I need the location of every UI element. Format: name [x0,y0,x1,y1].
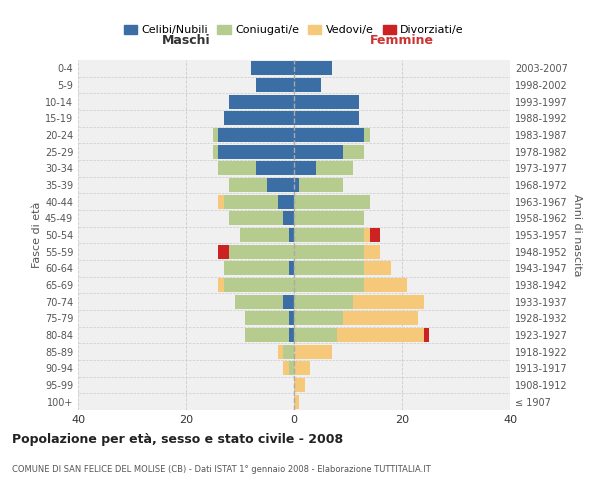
Bar [213,144,218,159]
Bar [240,228,289,242]
Y-axis label: Anni di nascita: Anni di nascita [572,194,581,276]
Bar [294,378,305,392]
Bar [283,361,289,376]
Bar [343,311,418,326]
Bar [364,128,370,142]
Bar [245,311,289,326]
Bar [218,278,224,292]
Text: Femmine: Femmine [370,34,434,46]
Bar [294,128,364,142]
Bar [294,328,337,342]
Bar [294,112,359,126]
Bar [256,78,294,92]
Bar [294,144,343,159]
Bar [294,294,353,308]
Bar [218,128,294,142]
Bar [294,228,364,242]
Bar [283,344,294,359]
Bar [370,228,380,242]
Bar [278,344,283,359]
Bar [294,94,359,109]
Y-axis label: Fasce di età: Fasce di età [32,202,42,268]
Bar [213,128,218,142]
Bar [267,178,294,192]
Bar [283,294,294,308]
Bar [224,261,289,276]
Bar [245,328,289,342]
Bar [299,178,343,192]
Bar [294,344,332,359]
Bar [224,278,294,292]
Bar [294,62,332,76]
Bar [218,162,256,175]
Bar [364,244,380,259]
Bar [229,178,267,192]
Bar [289,228,294,242]
Bar [251,62,294,76]
Bar [294,261,364,276]
Bar [343,144,364,159]
Bar [294,394,299,409]
Bar [294,211,364,226]
Bar [229,244,294,259]
Bar [364,278,407,292]
Bar [224,112,294,126]
Bar [353,294,424,308]
Bar [294,162,316,175]
Bar [256,162,294,175]
Bar [235,294,283,308]
Bar [424,328,429,342]
Bar [289,361,294,376]
Text: Maschi: Maschi [161,34,211,46]
Text: Popolazione per età, sesso e stato civile - 2008: Popolazione per età, sesso e stato civil… [12,432,343,446]
Bar [294,244,364,259]
Bar [278,194,294,209]
Bar [316,162,353,175]
Bar [289,311,294,326]
Text: COMUNE DI SAN FELICE DEL MOLISE (CB) - Dati ISTAT 1° gennaio 2008 - Elaborazione: COMUNE DI SAN FELICE DEL MOLISE (CB) - D… [12,466,431,474]
Bar [224,194,278,209]
Bar [364,228,370,242]
Bar [229,94,294,109]
Bar [294,278,364,292]
Bar [294,311,343,326]
Bar [294,78,321,92]
Bar [289,261,294,276]
Bar [337,328,424,342]
Bar [218,194,224,209]
Bar [294,178,299,192]
Bar [218,244,229,259]
Bar [218,144,294,159]
Legend: Celibi/Nubili, Coniugati/e, Vedovi/e, Divorziati/e: Celibi/Nubili, Coniugati/e, Vedovi/e, Di… [119,20,469,40]
Bar [294,361,310,376]
Bar [294,194,370,209]
Bar [229,211,283,226]
Bar [283,211,294,226]
Bar [364,261,391,276]
Bar [289,328,294,342]
